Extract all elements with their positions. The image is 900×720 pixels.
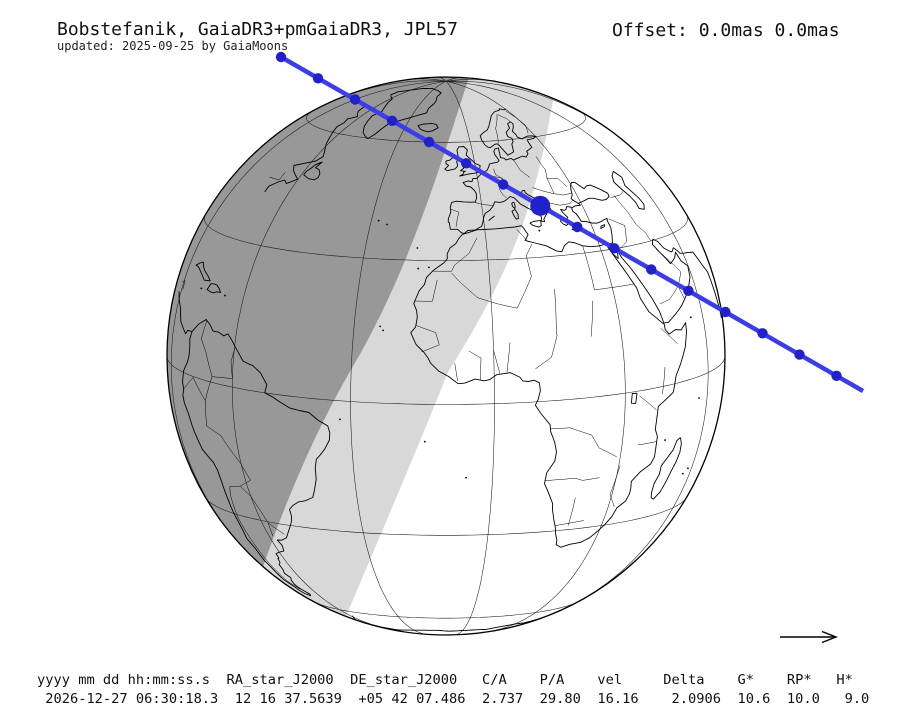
direction-arrow-icon (780, 630, 838, 644)
time-step-dot (683, 285, 694, 296)
time-step-dot (349, 94, 361, 105)
page-title: Bobstefanik, GaiaDR3+pmGaiaDR3, JPL57 (57, 19, 458, 40)
time-step-dot (498, 179, 509, 190)
time-step-dot (461, 158, 472, 169)
time-step-dot (609, 243, 620, 254)
event-table: yyyy mm dd hh:mm:ss.s RA_star_J2000 DE_s… (37, 671, 869, 709)
closest-approach-dot (530, 195, 551, 216)
time-step-dot (757, 328, 768, 339)
offset-label: Offset: 0.0mas 0.0mas (612, 20, 840, 41)
event-table-row: 2026-12-27 06:30:18.3 12 16 37.5639 +05 … (37, 691, 870, 707)
occultation-path (275, 51, 865, 393)
time-step-dot (572, 221, 583, 233)
time-step-dot (312, 73, 324, 84)
time-step-dot (275, 51, 287, 63)
time-step-dot (720, 306, 731, 318)
time-step-dot (646, 264, 657, 275)
time-step-dot (386, 115, 398, 127)
updated-subtitle: updated: 2025-09-25 by GaiaMoons (57, 39, 289, 53)
time-step-dot (831, 370, 842, 381)
event-table-header: yyyy mm dd hh:mm:ss.s RA_star_J2000 DE_s… (37, 672, 853, 688)
time-step-dot (423, 136, 435, 148)
time-step-dot (794, 349, 805, 360)
